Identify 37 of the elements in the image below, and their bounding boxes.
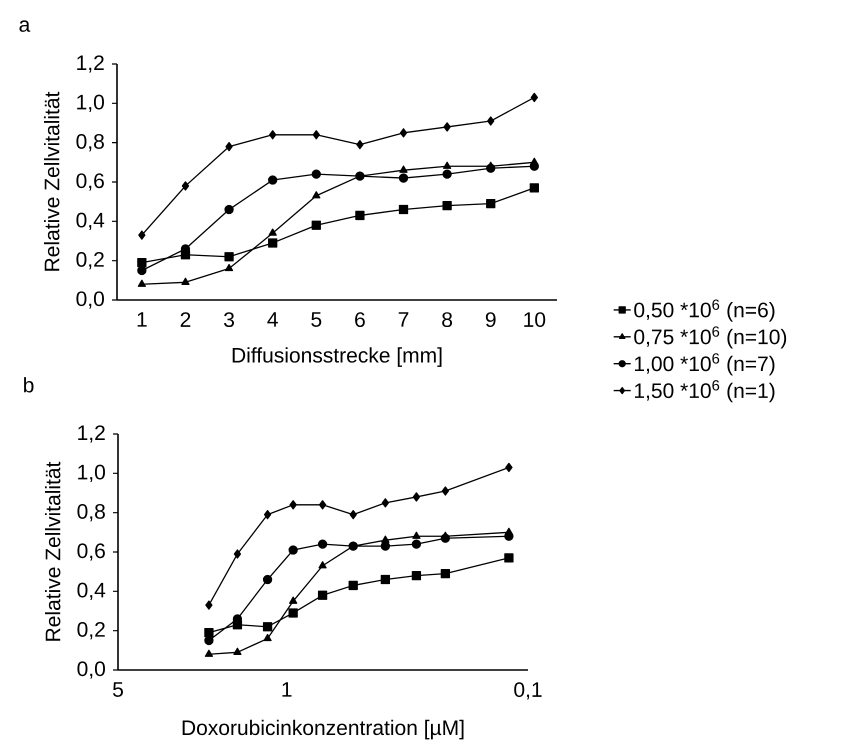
x-tick-label: 4 [267,312,278,327]
legend-label: 1,00 *10$^{6}$ (n=7) [634,353,774,376]
chart-title: b [24,377,34,392]
y-tick-label: 0,2 [77,622,105,640]
y-tick-label: 0,8 [77,504,105,522]
y-axis-title: Relative Zellvitalität [44,462,60,641]
legend-label: 0,75 *10$^{6}$ (n=10) [634,326,786,348]
y-tick-label: 0,6 [76,173,104,191]
x-tick-label: 9 [486,312,496,328]
y-axis-title: Relative Zellvitalität [44,92,60,271]
x-tick-label: 5 [311,312,322,327]
x-axis-title: Diffusionsstrecke [mm] [232,347,442,367]
y-tick-label: 1,2 [78,425,105,443]
y-tick-label: 0,6 [77,543,105,561]
y-tick-label: 1,0 [78,464,105,482]
x-axis-title: Doxorubicinkonzentration [µM] [182,720,464,740]
chart-title: a [19,20,30,32]
y-tick-label: 0,0 [76,291,104,309]
y-tick-label: 1,2 [77,55,104,73]
x-tick-label: 1 [138,312,147,327]
x-tick-label: 10 [524,312,546,328]
x-tick-label: 7 [398,312,408,327]
x-tick-label: 3 [224,312,234,328]
y-tick-label: 0,2 [76,252,104,270]
x-tick-label: 0,1 [514,682,542,700]
y-tick-label: 0,8 [76,134,104,152]
x-tick-label: 8 [442,312,452,328]
x-tick-label: 6 [355,312,365,328]
y-tick-label: 0,0 [77,661,105,679]
x-tick-label: 2 [180,312,190,327]
y-tick-label: 0,4 [77,582,106,600]
legend-label: 0,50 *10$^{6}$ (n=6) [634,299,774,322]
y-tick-label: 0,4 [76,212,104,230]
x-tick-label: 5 [113,682,123,697]
y-tick-label: 1,0 [77,94,104,112]
legend-label: 1,50 *10$^{6}$ (n=1) [634,380,774,402]
x-tick-label: 1 [282,682,292,697]
